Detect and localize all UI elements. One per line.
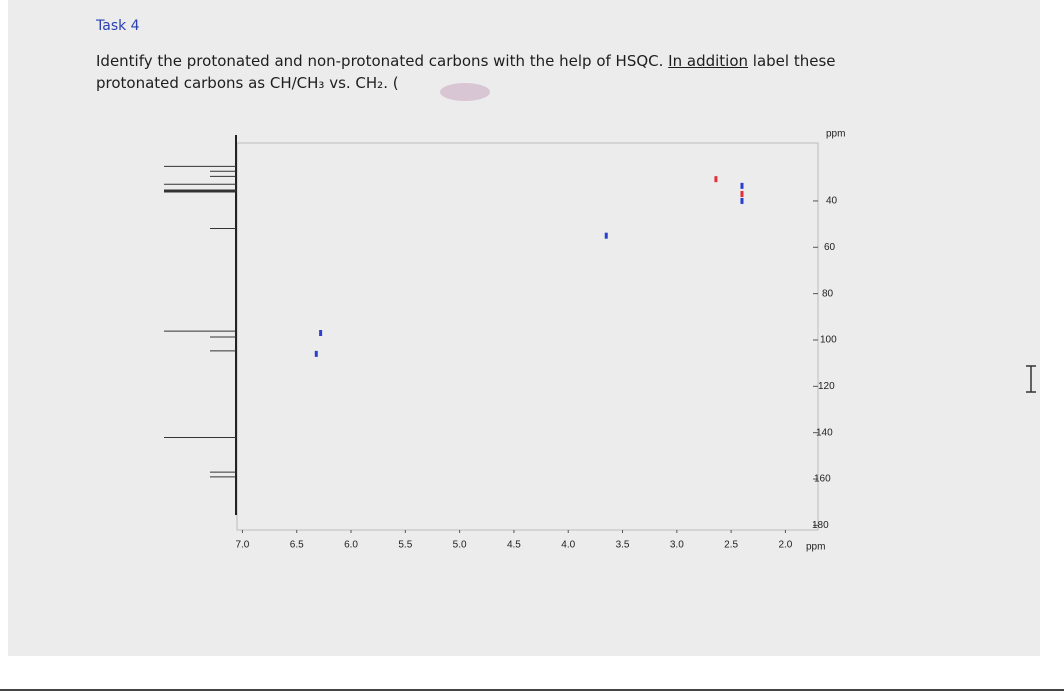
x-tick-label: 5.5 [398,540,412,551]
x-tick-label: 7.0 [235,540,249,551]
task-title: Task 4 [96,18,140,34]
y-tick-label: 160 [814,474,831,485]
text: In addition [668,52,749,70]
instruction-line: protonated carbons as CH/CH₃ vs. CH₂. ( [96,74,399,92]
redacted-blur [440,83,490,101]
cross-peak [314,350,318,357]
y-axis-label: ppm [826,129,845,140]
cross-peak [740,182,744,189]
y-tick-label: 80 [822,288,834,299]
y-tick-label: 60 [824,242,836,253]
cross-peak [740,190,744,197]
x-tick-label: 2.0 [778,540,792,551]
cross-peak [604,232,608,239]
x-tick-label: 3.0 [670,540,684,551]
x-axis-label: ppm [806,542,825,553]
y-tick-label: 100 [820,335,837,346]
x-tick-label: 2.5 [724,540,738,551]
x-tick-label: 4.0 [561,540,575,551]
text: Identify the protonated and non-protonat… [96,52,669,70]
x-tick-label: 4.5 [507,540,521,551]
y-tick-label: 180 [812,520,829,531]
y-tick-label: 120 [818,381,835,392]
x-tick-label: 3.5 [616,540,630,551]
x-tick-label: 6.0 [344,540,358,551]
x-tick-label: 6.5 [290,540,304,551]
instruction-line: Identify the protonated and non-protonat… [96,52,836,70]
text-cursor [1026,365,1036,393]
cross-peak [740,197,744,204]
text: label these [748,52,836,70]
cross-peak [714,176,718,183]
document-area [8,0,1040,656]
x-tick-label: 5.0 [453,540,467,551]
y-tick-label: 140 [816,427,833,438]
cross-peak [319,330,323,337]
y-tick-label: 40 [826,196,838,207]
